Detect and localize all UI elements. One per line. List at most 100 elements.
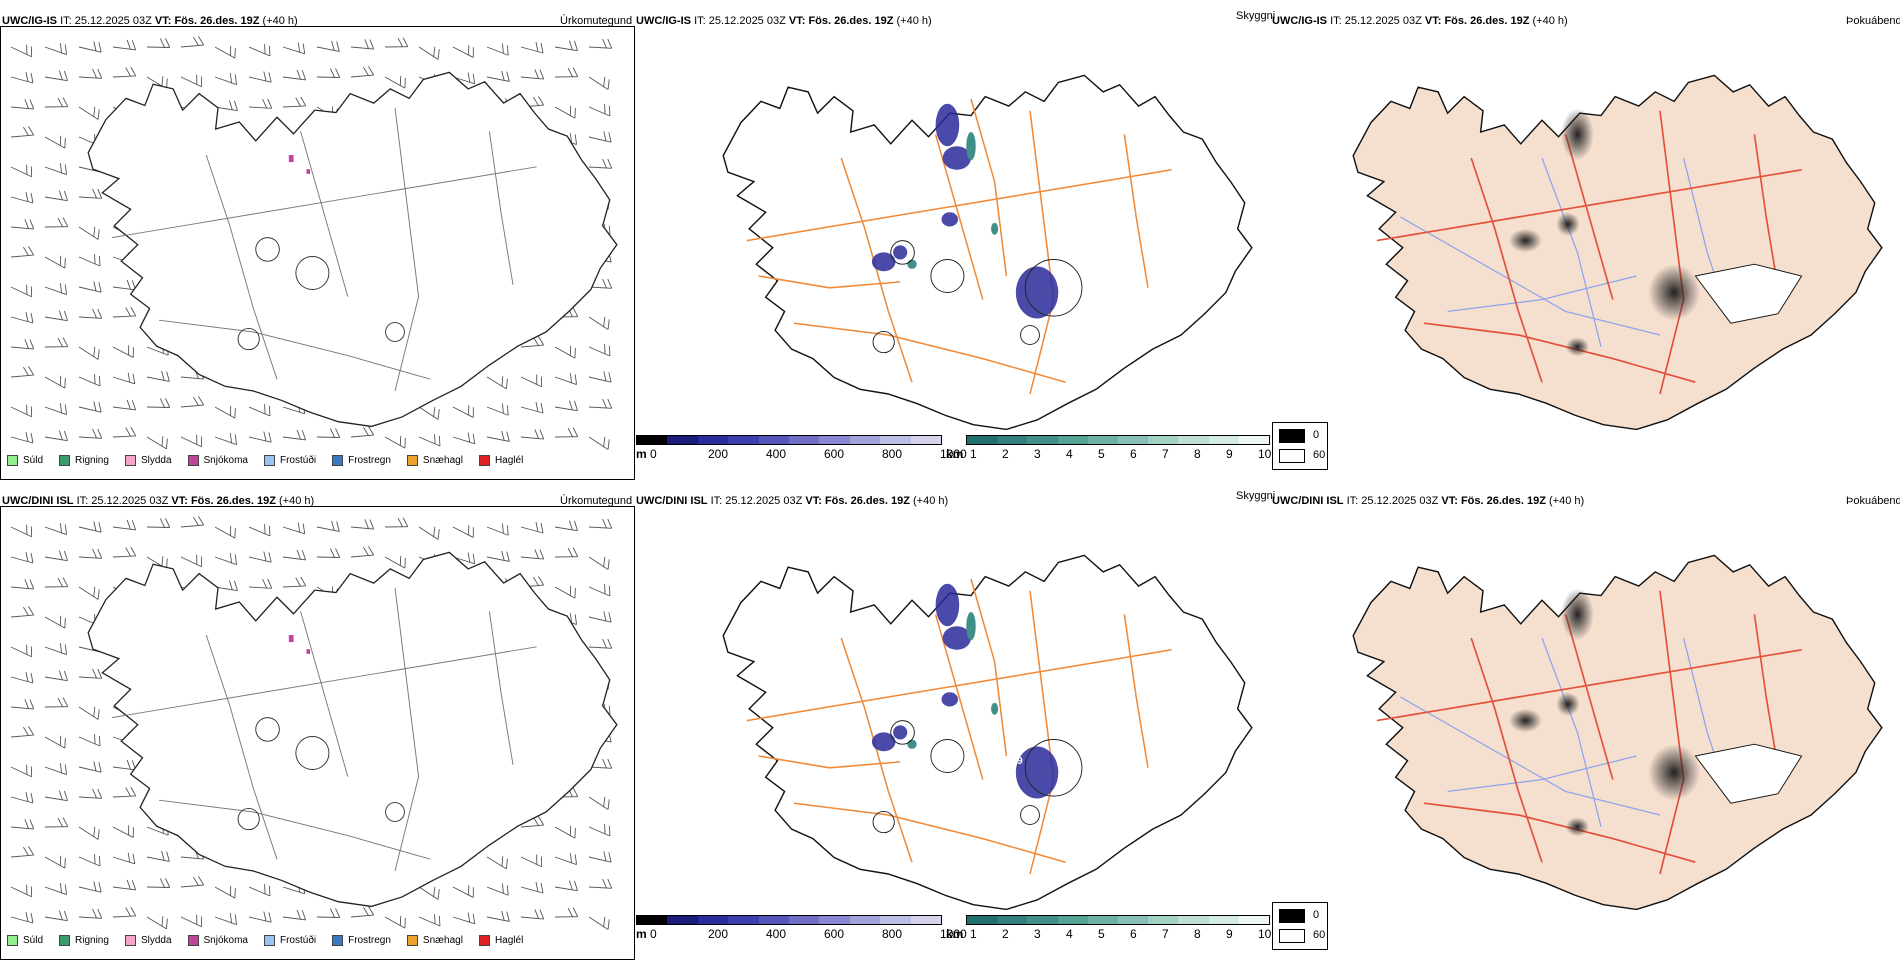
precip-legend-swatch xyxy=(332,455,344,466)
panel-title: UWC/IG-IS IT: 25.12.2025 03Z VT: Fös. 26… xyxy=(2,15,298,27)
snow-tick-label: 1000 xyxy=(940,927,967,941)
it-value: 25.12.2025 03Z xyxy=(708,15,786,27)
cloud-map xyxy=(722,74,1253,431)
precip-legend-swatch xyxy=(263,455,275,466)
fog-swatch-60 xyxy=(1279,449,1305,463)
precip-legend-swatch xyxy=(406,935,418,946)
precip-legend-label: Slydda xyxy=(140,455,172,466)
colorbar-segment xyxy=(1118,436,1149,444)
precip-legend-label: Snæhagl xyxy=(422,935,463,946)
precip-legend-label: Rigning xyxy=(75,935,109,946)
snow-tick-label: 600 xyxy=(824,447,845,461)
fog-index-legend: 0 60 xyxy=(1272,902,1328,950)
precip-type-panel: UWC/IG-IS IT: 25.12.2025 03Z VT: Fös. 26… xyxy=(0,10,635,480)
snow-tick-label: 200 xyxy=(708,447,729,461)
fog-legend-label-60: 60 xyxy=(1313,929,1326,941)
model-name: UWC/DINI ISL xyxy=(2,495,74,507)
snow-tick-label: 0 xyxy=(650,927,657,941)
precip-legend-item: Frostregn xyxy=(332,935,391,946)
vt-label: VT: xyxy=(171,495,188,507)
forecast-row: UWC/DINI ISL IT: 25.12.2025 03Z VT: Fös.… xyxy=(0,490,1900,970)
fog-swatch-60 xyxy=(1279,929,1305,943)
snow-tick-label: 400 xyxy=(766,927,787,941)
colorbar-segment xyxy=(1238,916,1270,924)
precip-legend-item: Snæhagl xyxy=(406,935,463,946)
colorbar-segment xyxy=(1208,436,1239,444)
fog-panel: UWC/DINI ISL IT: 25.12.2025 03Z VT: Fös.… xyxy=(1272,490,1900,960)
snow-tick-label: 800 xyxy=(882,447,903,461)
fog-swatch-0 xyxy=(1279,909,1305,923)
it-value: 25.12.2025 03Z xyxy=(1344,15,1422,27)
colorbar-segment xyxy=(1087,916,1119,924)
visibility-tick-label: 9 xyxy=(1226,447,1233,461)
colorbar-segment xyxy=(667,436,698,444)
precip-legend-item: Haglél xyxy=(478,935,523,946)
colorbar-segment xyxy=(1118,916,1149,924)
it-value: 25.12.2025 03Z xyxy=(74,15,152,27)
visibility-tick-label: 4 xyxy=(1066,447,1073,461)
snow-tick-label: 800 xyxy=(882,927,903,941)
panel-title: UWC/DINI ISL IT: 25.12.2025 03Z VT: Fös.… xyxy=(2,495,314,507)
visibility-tick-label: 6 xyxy=(1130,927,1137,941)
precip-legend-label: Rigning xyxy=(75,455,109,466)
precip-legend-label: Súld xyxy=(23,935,44,946)
colorbar-segment xyxy=(667,916,698,924)
colorbar-segment xyxy=(997,436,1028,444)
fog-legend-label-60: 60 xyxy=(1313,449,1326,461)
model-name: UWC/IG-IS xyxy=(1272,15,1327,27)
precip-legend-item: Súld xyxy=(7,455,43,466)
visibility-tick-label: 6 xyxy=(1130,447,1137,461)
fog-map xyxy=(1352,74,1883,431)
fog-legend-label-0: 0 xyxy=(1313,909,1320,921)
precip-legend-label: Frostúði xyxy=(279,935,317,946)
precip-legend-swatch xyxy=(59,455,71,466)
precip-legend-label: Slydda xyxy=(140,935,172,946)
snow-tick-label: 600 xyxy=(824,927,845,941)
precip-legend-item: Snjókoma xyxy=(187,935,248,946)
model-name: UWC/DINI ISL xyxy=(1272,495,1344,507)
cloud-panel: UWC/IG-IS IT: 25.12.2025 03Z VT: Fös. 26… xyxy=(636,10,1275,480)
vt-label: VT: xyxy=(154,15,172,27)
vt-label: VT: xyxy=(1441,495,1458,507)
precip-legend-swatch xyxy=(124,455,136,466)
panel-title: UWC/DINI ISL IT: 25.12.2025 03Z VT: Fös.… xyxy=(636,495,948,507)
colorbar-segment xyxy=(1148,436,1179,444)
lead-time: (+40 h) xyxy=(262,15,298,27)
precip-legend-swatch xyxy=(332,935,344,946)
cloud-panel: UWC/DINI ISL IT: 25.12.2025 03Z VT: Fös.… xyxy=(636,490,1275,960)
colorbar-segment xyxy=(789,916,820,924)
fog-label: Þokuábendi xyxy=(1846,495,1900,507)
snow-tick-label: 1000 xyxy=(940,447,967,461)
colorbar-segment xyxy=(1027,436,1058,444)
cloud-map xyxy=(722,554,1253,911)
precip-legend-item: Slydda xyxy=(124,455,172,466)
precip-legend-item: Haglél xyxy=(478,455,523,466)
it-label: IT: xyxy=(1330,15,1342,27)
colorbar-segment xyxy=(1238,436,1270,444)
precip-legend-item: Frostregn xyxy=(332,455,391,466)
snow-max-value: 109 xyxy=(1006,756,1023,767)
visibility-tick-label: 1 xyxy=(970,447,977,461)
model-name: UWC/DINI ISL xyxy=(636,495,708,507)
colorbar-segment xyxy=(758,916,790,924)
snow-tick-label: 400 xyxy=(766,447,787,461)
fog-index-legend: 0 60 xyxy=(1272,422,1328,470)
visibility-tick-label: 5 xyxy=(1098,927,1105,941)
visibility-tick-label: 2 xyxy=(1002,447,1009,461)
colorbar-segment xyxy=(728,436,759,444)
snow-max-value: 75 xyxy=(1006,276,1018,287)
visibility-tick-label: 2 xyxy=(1002,927,1009,941)
lead-time: (+40 h) xyxy=(896,15,932,27)
precip-legend-label: Snjókoma xyxy=(203,935,248,946)
precip-legend-item: Frostúði xyxy=(263,455,316,466)
precip-legend-swatch xyxy=(478,455,490,466)
precip-legend-label: Frostregn xyxy=(348,935,391,946)
panel-title: UWC/DINI ISL IT: 25.12.2025 03Z VT: Fös.… xyxy=(1272,495,1584,507)
precip-legend-swatch xyxy=(59,935,71,946)
colorbar-segment xyxy=(819,436,850,444)
colorbar-segment xyxy=(819,916,850,924)
colorbar-segment xyxy=(758,436,790,444)
snow-unit: m xyxy=(636,927,647,941)
precip-legend-item: Snjókoma xyxy=(187,455,248,466)
visibility-tick-label: 3 xyxy=(1034,927,1041,941)
